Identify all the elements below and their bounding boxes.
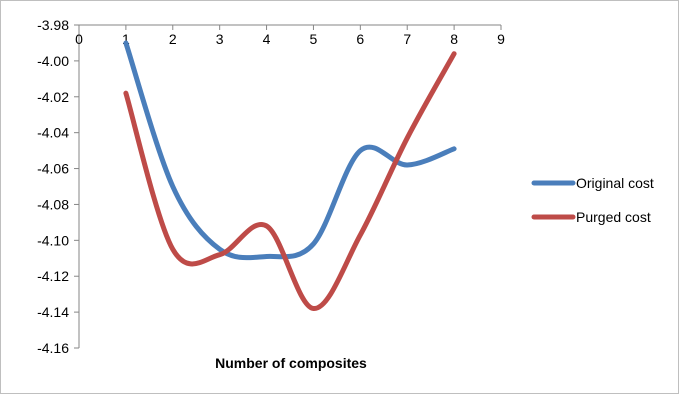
x-tick-label: 4 xyxy=(263,31,271,47)
y-tick-label: -4.04 xyxy=(37,125,69,141)
x-tick-label: 0 xyxy=(75,31,83,47)
legend-label-0: Original cost xyxy=(576,175,654,191)
x-tick-label: 6 xyxy=(356,31,364,47)
legend: Original cost Purged cost xyxy=(531,175,654,225)
x-tick-label: 2 xyxy=(169,31,177,47)
x-axis-title: Number of composites xyxy=(215,355,367,371)
series-lines xyxy=(123,40,457,312)
y-tick-label: -4.14 xyxy=(37,304,69,320)
x-tick-label: 9 xyxy=(497,31,505,47)
axes: -3.98 -4.00 -4.02 -4.04 -4.06 -4.08 -4.10 -4.12… xyxy=(37,17,505,356)
x-tick-label: 8 xyxy=(450,31,458,47)
y-tick-label: -4.16 xyxy=(37,340,69,356)
x-tick-label: 1 xyxy=(122,31,130,47)
y-tick-label: -4.00 xyxy=(37,53,69,69)
y-tick-label: -4.06 xyxy=(37,161,69,177)
y-tick-label: -4.12 xyxy=(37,268,69,284)
y-tick-label: -4.02 xyxy=(37,89,69,105)
y-tick-label: -3.98 xyxy=(37,17,69,33)
y-tick-label: -4.08 xyxy=(37,196,69,212)
x-tick-label: 5 xyxy=(310,31,318,47)
legend-label-1: Purged cost xyxy=(576,209,651,225)
y-tick-label: -4.10 xyxy=(37,232,69,248)
x-tick-label: 7 xyxy=(403,31,411,47)
series-line-1 xyxy=(123,51,457,312)
series-line-0 xyxy=(123,40,457,261)
x-tick-label: 3 xyxy=(216,31,224,47)
